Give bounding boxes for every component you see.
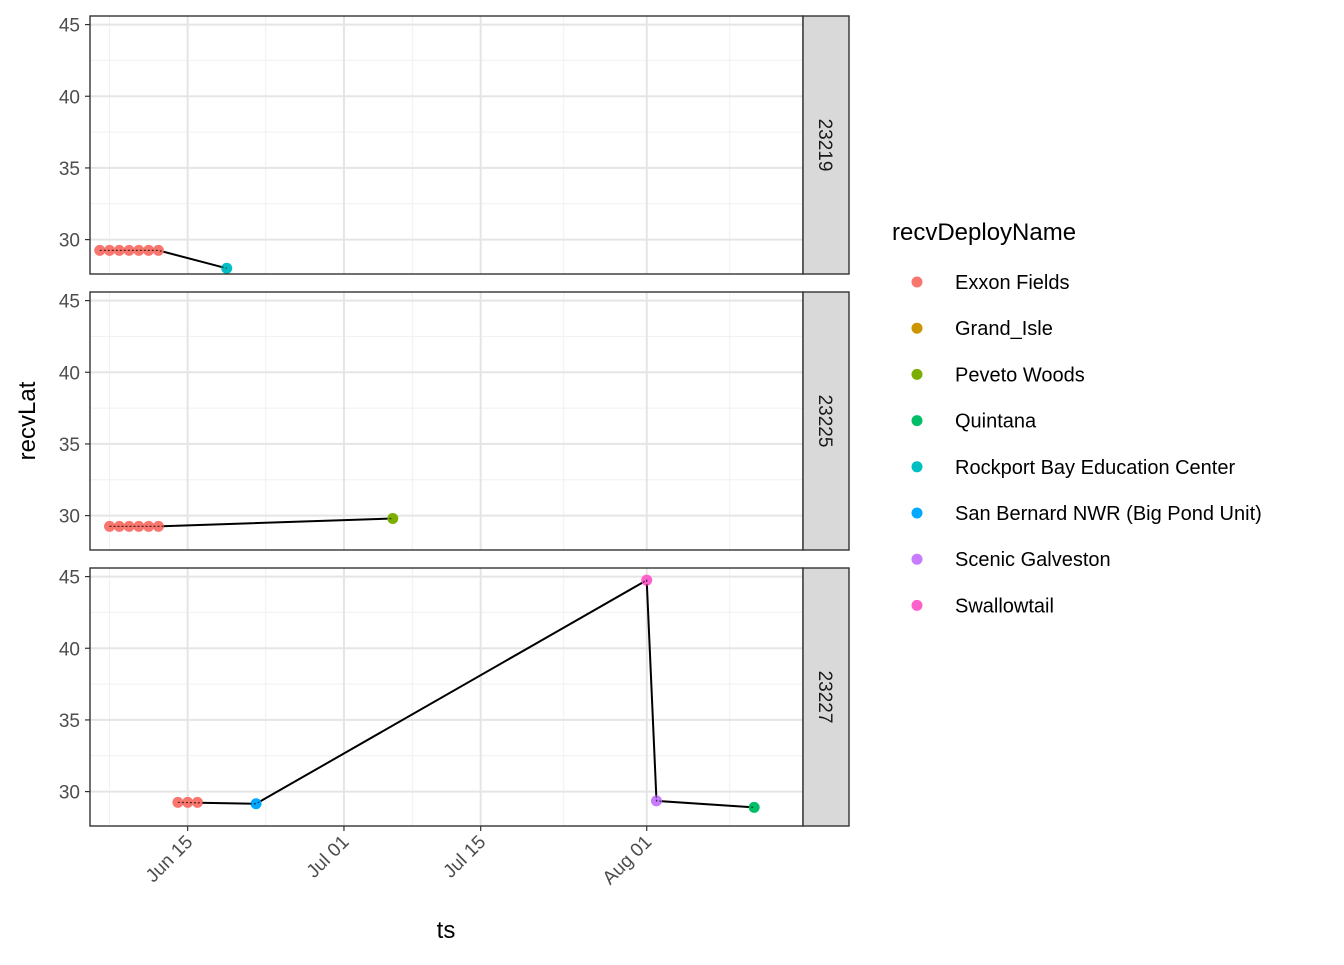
- legend-key: [911, 322, 923, 334]
- y-axis-title: recvLat: [14, 381, 41, 460]
- legend-key: [911, 599, 923, 611]
- legend-title: recvDeployName: [892, 219, 1076, 246]
- facet-strip: [802, 15, 850, 275]
- y-tick-label: 45: [59, 16, 80, 37]
- legend-label: Exxon Fields: [955, 272, 1070, 294]
- y-tick-label: 40: [59, 639, 80, 660]
- panel-background: [90, 292, 803, 550]
- legend-key: [911, 415, 923, 427]
- y-tick-label: 45: [59, 568, 80, 589]
- legend-key: [911, 553, 923, 565]
- x-tick-label: Jun 15: [142, 832, 197, 887]
- y-tick-label: 40: [59, 87, 80, 108]
- data-point: [387, 512, 399, 524]
- legend-key: [911, 461, 923, 473]
- data-point: [133, 244, 145, 256]
- legend-entry: Rockport Bay Education Center: [911, 457, 1235, 479]
- data-point: [191, 796, 203, 808]
- legend-label: Grand_Isle: [955, 318, 1053, 340]
- data-point: [250, 798, 262, 810]
- legend-entry: San Bernard NWR (Big Pond Unit): [911, 503, 1262, 525]
- data-point: [748, 801, 760, 813]
- legend-key: [911, 368, 923, 380]
- legend-entry: Peveto Woods: [911, 364, 1085, 386]
- x-axis: Jun 15 Jul 01 Jul 15 Aug 01: [142, 826, 656, 889]
- facet-panel-23227: 30 35 40 45 23227: [59, 567, 850, 827]
- legend-label: Quintana: [955, 411, 1037, 433]
- x-tick-label: Jul 15: [440, 832, 491, 883]
- facet-strip: [802, 567, 850, 827]
- facet-strip-label: 23225: [814, 395, 835, 448]
- legend: recvDeployName Exxon Fields Grand_Isle Pev…: [892, 219, 1262, 617]
- legend-key: [911, 276, 923, 288]
- y-tick-label: 35: [59, 435, 80, 456]
- x-tick-label: Jul 01: [303, 832, 354, 883]
- x-tick-label: Aug 01: [599, 832, 656, 889]
- legend-entry: Exxon Fields: [911, 272, 1070, 294]
- facet-strip-label: 23219: [814, 119, 835, 172]
- data-point: [221, 262, 233, 274]
- y-tick-label: 30: [59, 507, 80, 528]
- y-tick-label: 35: [59, 159, 80, 180]
- track-line-overlay: [177, 579, 755, 808]
- track-line-overlay: [99, 249, 227, 269]
- data-point: [113, 244, 125, 256]
- data-point: [123, 520, 135, 532]
- legend-label: Peveto Woods: [955, 364, 1085, 386]
- legend-label: San Bernard NWR (Big Pond Unit): [955, 503, 1262, 525]
- legend-label: Rockport Bay Education Center: [955, 457, 1235, 479]
- facet-strip-label: 23227: [814, 671, 835, 724]
- legend-label: Scenic Galveston: [955, 549, 1111, 571]
- facet-strip: [802, 291, 850, 551]
- legend-entry: Quintana: [911, 411, 1037, 433]
- y-tick-label: 45: [59, 292, 80, 313]
- legend-entry: Swallowtail: [911, 595, 1054, 617]
- legend-entry: Scenic Galveston: [911, 549, 1111, 571]
- facet-panel-23225: 30 35 40 45 23225: [59, 291, 850, 551]
- x-axis-title: ts: [437, 917, 456, 944]
- y-tick-label: 40: [59, 363, 80, 384]
- y-tick-label: 35: [59, 711, 80, 732]
- panel-background: [90, 568, 803, 826]
- y-tick-label: 30: [59, 783, 80, 804]
- panel-background: [90, 16, 803, 274]
- legend-entry: Grand_Isle: [911, 318, 1053, 340]
- facet-panels: 30 35 40 45 23219 30 35 40 45 23225 30 35 40 45 23227: [59, 15, 850, 827]
- data-point: [143, 520, 155, 532]
- data-point: [94, 244, 106, 256]
- track-line-overlay: [109, 517, 393, 527]
- facet-panel-23219: 30 35 40 45 23219: [59, 15, 850, 275]
- legend-key: [911, 507, 923, 519]
- legend-label: Swallowtail: [955, 595, 1054, 617]
- y-tick-label: 30: [59, 231, 80, 252]
- data-point: [152, 244, 164, 256]
